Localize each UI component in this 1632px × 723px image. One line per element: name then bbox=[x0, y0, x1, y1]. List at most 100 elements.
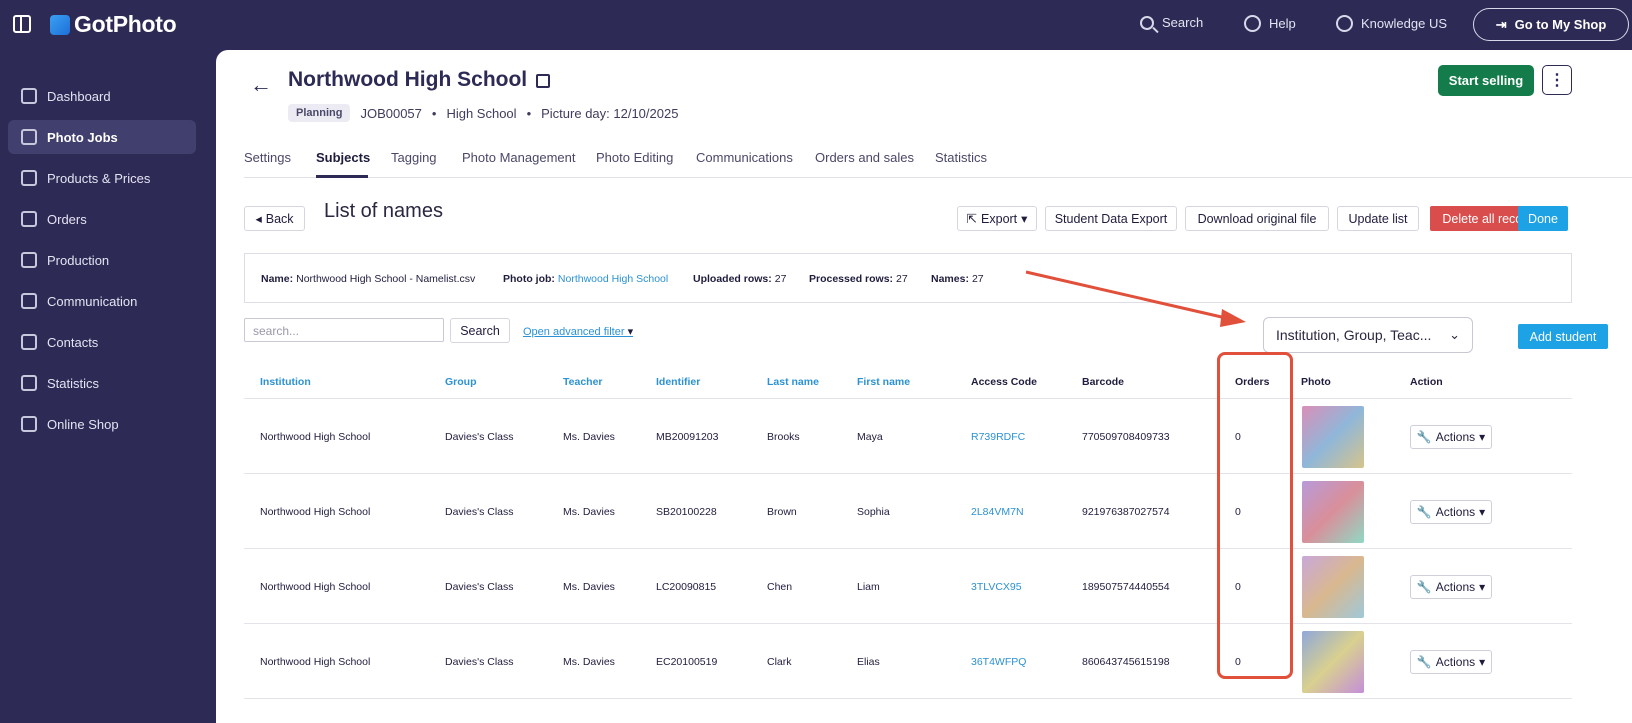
wrench-icon: 🔧 bbox=[1416, 580, 1432, 594]
caret-down-icon: ▾ bbox=[1479, 505, 1486, 519]
file-info-box: Name: Northwood High School - Namelist.cs… bbox=[244, 253, 1572, 303]
student-photo[interactable] bbox=[1302, 406, 1364, 468]
actions-button[interactable]: 🔧 Actions ▾ bbox=[1410, 650, 1492, 674]
add-student-button[interactable]: Add student bbox=[1518, 324, 1608, 349]
sidebar-item-photo-jobs[interactable]: Photo Jobs bbox=[8, 120, 196, 154]
start-selling-button[interactable]: Start selling bbox=[1438, 65, 1534, 96]
person-icon bbox=[21, 334, 37, 350]
separator-dot: • bbox=[431, 105, 437, 121]
th-teacher[interactable]: Teacher bbox=[563, 376, 603, 388]
done-button[interactable]: Done bbox=[1518, 206, 1568, 231]
info-value: 27 bbox=[774, 273, 787, 285]
logo[interactable]: GotPhoto bbox=[50, 11, 177, 38]
table-row: Northwood High School Davies's Class Ms.… bbox=[244, 548, 1572, 623]
tab-subjects[interactable]: Subjects bbox=[316, 150, 371, 165]
actions-button[interactable]: 🔧 Actions ▾ bbox=[1410, 500, 1492, 524]
cell-access-code[interactable]: R739RDFC bbox=[971, 431, 1026, 443]
download-original-button[interactable]: Download original file bbox=[1185, 206, 1329, 231]
th-identifier[interactable]: Identifier bbox=[656, 376, 701, 388]
th-group[interactable]: Group bbox=[445, 376, 477, 388]
top-bar: GotPhoto Search Help Knowledge US ⇥ Go t… bbox=[0, 0, 1632, 50]
search-link[interactable]: Search bbox=[1140, 15, 1203, 30]
column-select[interactable]: Institution, Group, Teac... ⌄ bbox=[1263, 317, 1473, 353]
tab-orders-and-sales[interactable]: Orders and sales bbox=[815, 150, 914, 165]
cell-access-code[interactable]: 36T4WFPQ bbox=[971, 656, 1027, 668]
th-institution[interactable]: Institution bbox=[260, 376, 311, 388]
advanced-filter-link[interactable]: Open advanced filter ▾ bbox=[523, 325, 633, 338]
sidebar-item-communication[interactable]: Communication bbox=[8, 284, 196, 318]
sidebar-item-dashboard[interactable]: Dashboard bbox=[8, 79, 196, 113]
more-options-icon[interactable]: ⋮ bbox=[1542, 65, 1572, 95]
cell-orders: 0 bbox=[1235, 581, 1241, 593]
table-row: Northwood High School Davies's Class Ms.… bbox=[244, 398, 1572, 473]
sidebar-item-label: Products & Prices bbox=[47, 170, 151, 186]
search-input[interactable]: search... bbox=[244, 318, 444, 342]
tab-tagging[interactable]: Tagging bbox=[391, 150, 437, 165]
cell-institution: Northwood High School bbox=[260, 431, 371, 443]
cell-access-code[interactable]: 2L84VM7N bbox=[971, 506, 1024, 518]
tab-statistics[interactable]: Statistics bbox=[935, 150, 988, 165]
calendar-icon[interactable] bbox=[536, 74, 550, 88]
cell-barcode: 189507574440554 bbox=[1082, 581, 1170, 593]
info-label: Processed rows: bbox=[809, 273, 894, 285]
actions-button[interactable]: 🔧 Actions ▾ bbox=[1410, 575, 1492, 599]
actions-label: Actions bbox=[1435, 430, 1476, 444]
tab-communications[interactable]: Communications bbox=[696, 150, 793, 165]
go-to-shop-button[interactable]: ⇥ Go to My Shop bbox=[1473, 8, 1629, 41]
info-value: 27 bbox=[896, 273, 908, 285]
update-list-button[interactable]: Update list bbox=[1337, 206, 1419, 231]
actions-label: Actions bbox=[1435, 655, 1476, 669]
table-row bbox=[244, 698, 1572, 723]
cell-identifier: LC20090815 bbox=[656, 581, 717, 593]
tab-photo-editing[interactable]: Photo Editing bbox=[596, 150, 674, 165]
actions-label: Actions bbox=[1435, 580, 1476, 594]
info-photo-job: Photo job: Northwood High School bbox=[503, 273, 668, 285]
caret-left-icon: ◂ bbox=[255, 212, 262, 226]
sidebar-item-products[interactable]: Products & Prices bbox=[8, 161, 196, 195]
cell-access-code[interactable]: 3TLVCX95 bbox=[971, 581, 1022, 593]
back-arrow-icon[interactable]: ← bbox=[250, 72, 272, 97]
sidebar-item-label: Dashboard bbox=[47, 88, 111, 104]
actions-button[interactable]: 🔧 Actions ▾ bbox=[1410, 425, 1492, 449]
tab-settings[interactable]: Settings bbox=[244, 150, 291, 165]
search-label: Search bbox=[1162, 15, 1204, 30]
help-label: Help bbox=[1269, 16, 1296, 31]
account-label: Knowledge US bbox=[1361, 16, 1447, 31]
cell-last-name: Chen bbox=[767, 581, 793, 593]
account-menu[interactable]: Knowledge US bbox=[1336, 15, 1447, 32]
th-last-name[interactable]: Last name bbox=[767, 376, 819, 388]
sidebar: Dashboard Photo Jobs Products & Prices O… bbox=[0, 50, 216, 723]
student-data-export-button[interactable]: Student Data Export bbox=[1045, 206, 1177, 231]
chart-icon bbox=[21, 375, 37, 391]
photo-job-link[interactable]: Northwood High School bbox=[557, 273, 669, 285]
separator-dot: • bbox=[526, 105, 532, 121]
back-button[interactable]: ◂ Back bbox=[244, 206, 305, 231]
student-photo[interactable] bbox=[1302, 481, 1364, 543]
sidebar-item-online-shop[interactable]: Online Shop bbox=[8, 407, 196, 441]
th-barcode: Barcode bbox=[1082, 376, 1125, 388]
student-photo[interactable] bbox=[1302, 631, 1364, 693]
sidebar-item-orders[interactable]: Orders bbox=[8, 202, 196, 236]
help-link[interactable]: Help bbox=[1244, 15, 1296, 32]
sidebar-item-production[interactable]: Production bbox=[8, 243, 196, 277]
printer-icon bbox=[21, 252, 37, 268]
cell-first-name: Elias bbox=[857, 656, 880, 668]
export-button[interactable]: ⇱ Export ▾ bbox=[957, 206, 1037, 231]
th-action: Action bbox=[1410, 376, 1443, 388]
wrench-icon: 🔧 bbox=[1416, 505, 1432, 519]
student-photo[interactable] bbox=[1302, 556, 1364, 618]
sidebar-item-contacts[interactable]: Contacts bbox=[8, 325, 196, 359]
sidebar-toggle-icon[interactable] bbox=[13, 15, 31, 33]
info-label: Names: bbox=[931, 273, 969, 285]
sidebar-item-statistics[interactable]: Statistics bbox=[8, 366, 196, 400]
info-label: Name: bbox=[261, 273, 294, 285]
sidebar-item-label: Communication bbox=[47, 293, 138, 309]
job-id: JOB00057 bbox=[360, 105, 422, 121]
search-button[interactable]: Search bbox=[450, 318, 510, 343]
image-icon bbox=[21, 129, 37, 145]
cell-teacher: Ms. Davies bbox=[563, 656, 615, 668]
tab-photo-management[interactable]: Photo Management bbox=[462, 150, 576, 165]
info-processed: Processed rows: 27 bbox=[809, 273, 908, 285]
th-first-name[interactable]: First name bbox=[857, 376, 911, 388]
caret-down-icon: ▾ bbox=[1479, 580, 1486, 594]
